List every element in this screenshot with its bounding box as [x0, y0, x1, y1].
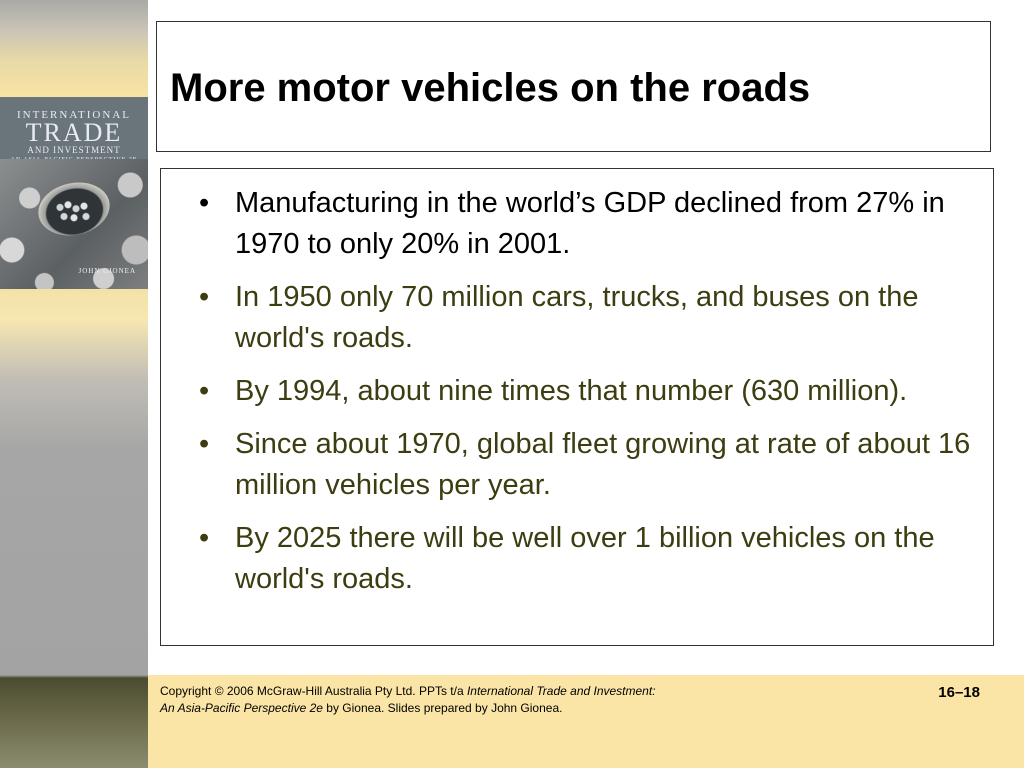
- bullet-item: • Manufacturing in the world’s GDP decli…: [161, 183, 995, 265]
- book-title-part2: An Asia-Pacific Perspective 2e: [160, 701, 323, 715]
- bullet-text: By 2025 there will be well over 1 billio…: [235, 522, 935, 595]
- pearls-illustration: [54, 197, 94, 223]
- slide-number: 16–18: [938, 684, 980, 701]
- cover-photo: JOHN GIONEA: [0, 159, 148, 289]
- bullet-text: Manufacturing in the world’s GDP decline…: [235, 187, 945, 260]
- bullet-text: Since about 1970, global fleet growing a…: [235, 428, 971, 501]
- copyright-notice: Copyright © 2006 McGraw-Hill Australia P…: [160, 683, 656, 717]
- cover-author: JOHN GIONEA: [78, 267, 136, 275]
- copyright-suffix: by Gionea. Slides prepared by John Gione…: [322, 701, 563, 715]
- bullet-item: • Since about 1970, global fleet growing…: [161, 424, 995, 506]
- content-box: • Manufacturing in the world’s GDP decli…: [160, 168, 994, 646]
- cover-title-line1: INTERNATIONAL: [17, 109, 131, 121]
- title-box: More motor vehicles on the roads: [156, 21, 991, 152]
- bullet-item: • By 1994, about nine times that number …: [161, 371, 995, 412]
- bullet-marker: •: [199, 428, 210, 460]
- cover-title-line2: TRADE: [25, 118, 123, 147]
- book-title-part1: International Trade and Investment:: [466, 684, 656, 698]
- book-cover-image: INTERNATIONAL TRADE AND INVESTMENT AN AS…: [0, 97, 148, 289]
- cover-title-line3: AND INVESTMENT: [27, 145, 121, 155]
- bullet-item: • In 1950 only 70 million cars, trucks, …: [161, 277, 995, 359]
- cover-title-area: INTERNATIONAL TRADE AND INVESTMENT AN AS…: [0, 97, 148, 163]
- bullet-marker: •: [199, 375, 210, 407]
- copyright-prefix: Copyright © 2006 McGraw-Hill Australia P…: [160, 684, 467, 698]
- bullet-text: By 1994, about nine times that number (6…: [235, 375, 908, 407]
- bullet-marker: •: [199, 187, 210, 219]
- bullet-list: • Manufacturing in the world’s GDP decli…: [161, 183, 995, 612]
- bullet-text: In 1950 only 70 million cars, trucks, an…: [235, 281, 919, 354]
- slide-title: More motor vehicles on the roads: [170, 66, 811, 110]
- bullet-marker: •: [199, 281, 210, 313]
- bullet-item: • By 2025 there will be well over 1 bill…: [161, 518, 995, 600]
- footer-bar: Copyright © 2006 McGraw-Hill Australia P…: [148, 675, 1024, 768]
- bullet-marker: •: [199, 522, 210, 554]
